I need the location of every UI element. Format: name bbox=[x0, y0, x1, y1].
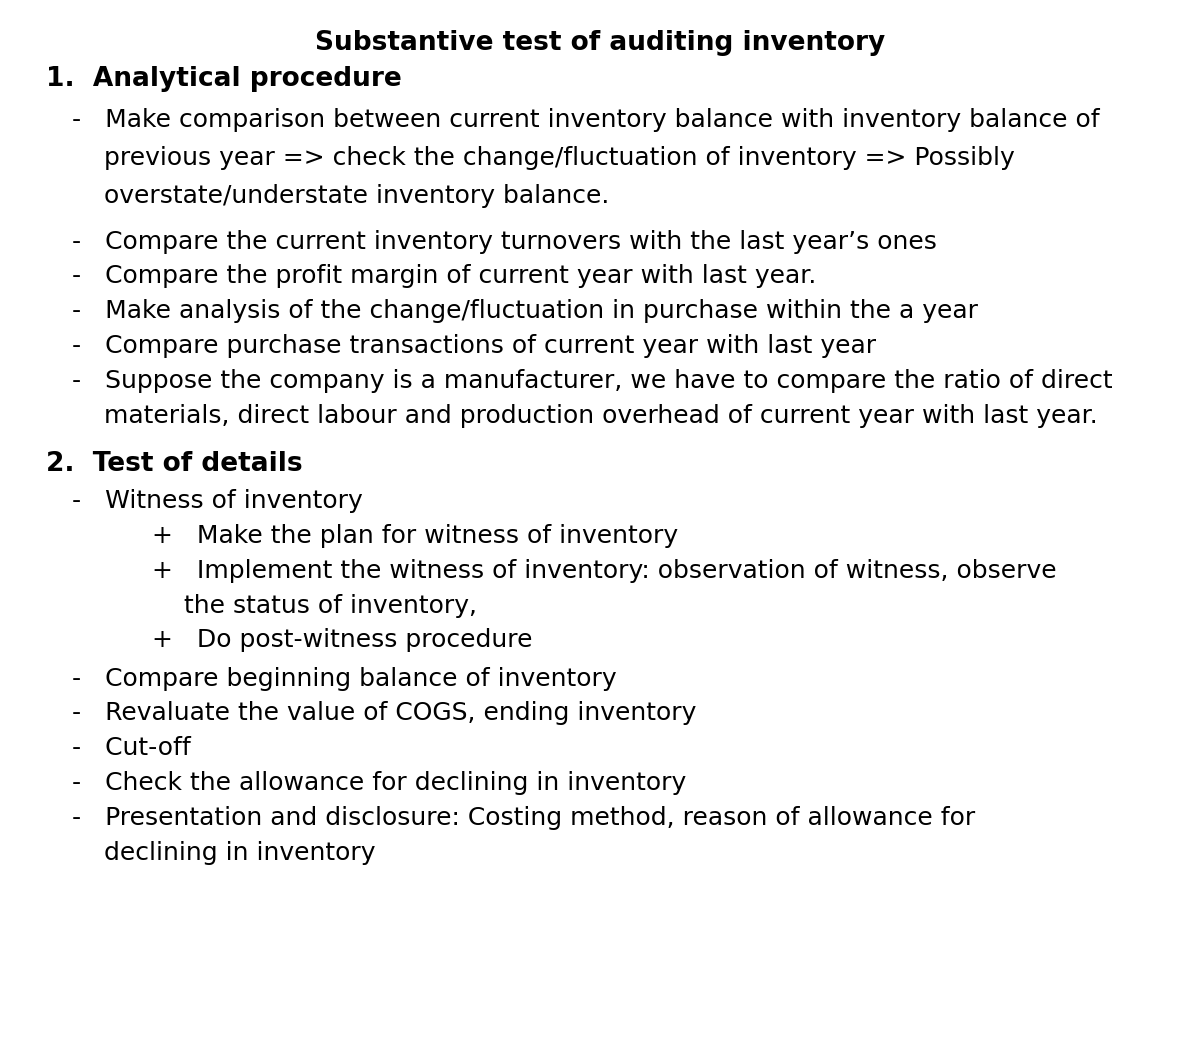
Text: the status of inventory,: the status of inventory, bbox=[120, 594, 478, 618]
Text: -   Check the allowance for declining in inventory: - Check the allowance for declining in i… bbox=[72, 771, 686, 796]
Text: -   Presentation and disclosure: Costing method, reason of allowance for: - Presentation and disclosure: Costing m… bbox=[72, 806, 976, 831]
Text: -   Witness of inventory: - Witness of inventory bbox=[72, 489, 362, 513]
Text: -   Compare purchase transactions of current year with last year: - Compare purchase transactions of curre… bbox=[72, 334, 876, 359]
Text: -   Suppose the company is a manufacturer, we have to compare the ratio of direc: - Suppose the company is a manufacturer,… bbox=[72, 369, 1112, 394]
Text: -   Compare the profit margin of current year with last year.: - Compare the profit margin of current y… bbox=[72, 264, 816, 289]
Text: -   Revaluate the value of COGS, ending inventory: - Revaluate the value of COGS, ending in… bbox=[72, 701, 696, 726]
Text: -   Compare beginning balance of inventory: - Compare beginning balance of inventory bbox=[72, 667, 617, 691]
Text: +   Make the plan for witness of inventory: + Make the plan for witness of inventory bbox=[120, 524, 678, 548]
Text: Substantive test of auditing inventory: Substantive test of auditing inventory bbox=[314, 30, 886, 56]
Text: -   Compare the current inventory turnovers with the last year’s ones: - Compare the current inventory turnover… bbox=[72, 230, 937, 254]
Text: overstate/understate inventory balance.: overstate/understate inventory balance. bbox=[72, 184, 610, 208]
Text: +   Implement the witness of inventory: observation of witness, observe: + Implement the witness of inventory: ob… bbox=[120, 559, 1057, 583]
Text: 2.  Test of details: 2. Test of details bbox=[46, 451, 302, 477]
Text: -   Make comparison between current inventory balance with inventory balance of: - Make comparison between current invent… bbox=[72, 108, 1099, 132]
Text: 1.  Analytical procedure: 1. Analytical procedure bbox=[46, 66, 401, 92]
Text: -   Cut-off: - Cut-off bbox=[72, 736, 191, 761]
Text: materials, direct labour and production overhead of current year with last year.: materials, direct labour and production … bbox=[72, 404, 1098, 428]
Text: -   Make analysis of the change/fluctuation in purchase within the a year: - Make analysis of the change/fluctuatio… bbox=[72, 299, 978, 324]
Text: +   Do post-witness procedure: + Do post-witness procedure bbox=[120, 628, 533, 653]
Text: previous year => check the change/fluctuation of inventory => Possibly: previous year => check the change/fluctu… bbox=[72, 146, 1015, 170]
Text: declining in inventory: declining in inventory bbox=[72, 841, 376, 865]
